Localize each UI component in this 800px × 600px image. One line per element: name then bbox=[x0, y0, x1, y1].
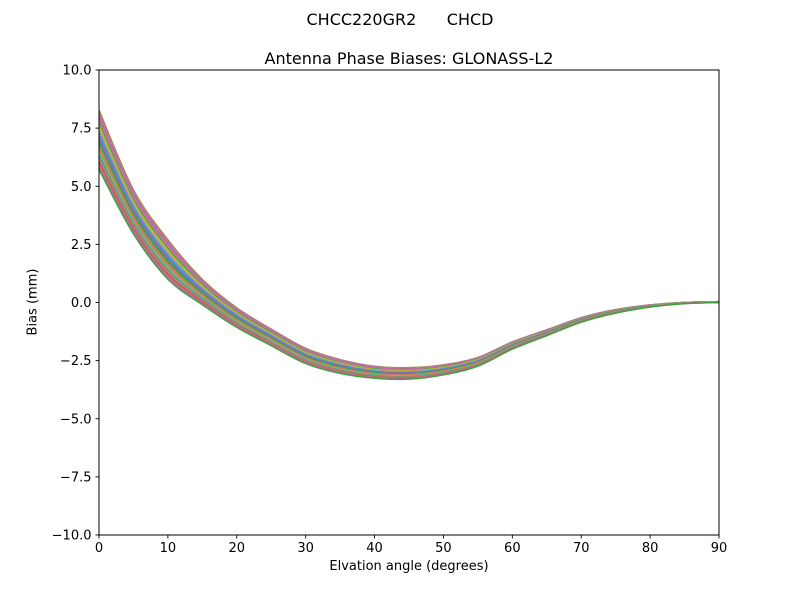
bias-curve bbox=[98, 151, 720, 377]
bias-curve bbox=[98, 169, 720, 381]
bias-curve bbox=[98, 140, 720, 375]
bias-curve bbox=[98, 112, 720, 369]
bias-curve bbox=[98, 122, 720, 371]
bias-curve bbox=[98, 125, 720, 372]
x-tick-label: 40 bbox=[366, 541, 383, 556]
y-tick-label: 5.0 bbox=[71, 180, 92, 195]
bias-curve bbox=[98, 145, 720, 376]
bias-curve bbox=[98, 156, 720, 378]
bias-curve bbox=[98, 153, 720, 378]
bias-curve bbox=[98, 130, 720, 373]
bias-curve bbox=[98, 109, 720, 369]
x-tick-label: 80 bbox=[642, 541, 659, 556]
y-tick-label: −7.5 bbox=[60, 470, 92, 485]
bias-curve bbox=[98, 133, 720, 373]
x-tick-label: 50 bbox=[435, 541, 452, 556]
y-tick-label: 7.5 bbox=[71, 122, 92, 137]
bias-curve bbox=[98, 138, 720, 375]
x-tick-label: 60 bbox=[504, 541, 521, 556]
bias-curve bbox=[98, 143, 720, 376]
axes-frame bbox=[98, 69, 720, 536]
x-tick-label: 20 bbox=[229, 541, 246, 556]
bias-curve bbox=[98, 148, 720, 377]
bias-curve bbox=[98, 127, 720, 372]
bias-curve bbox=[98, 117, 720, 370]
x-tick-label: 70 bbox=[573, 541, 590, 556]
y-tick-label: −2.5 bbox=[60, 354, 92, 369]
y-tick-label: 0.0 bbox=[71, 296, 92, 311]
x-tick-label: 10 bbox=[160, 541, 177, 556]
x-tick-label: 90 bbox=[711, 541, 728, 556]
y-axis-label: Bias (mm) bbox=[25, 268, 41, 336]
x-tick-label: 30 bbox=[297, 541, 314, 556]
y-tick-label: 2.5 bbox=[71, 238, 92, 253]
y-tick-label: −10.0 bbox=[52, 529, 92, 544]
x-axis-label: Elvation angle (degrees) bbox=[329, 559, 489, 574]
bias-curve bbox=[98, 120, 720, 371]
y-tick-label: 10.0 bbox=[63, 64, 92, 79]
figure-suptitle: CHCC220GR2 CHCD bbox=[306, 10, 494, 29]
x-tick-label: 0 bbox=[95, 541, 103, 556]
bias-curve bbox=[98, 114, 720, 370]
y-tick-label: −5.0 bbox=[60, 412, 92, 427]
bias-curve bbox=[98, 135, 720, 374]
axes-title: Antenna Phase Biases: GLONASS-L2 bbox=[264, 49, 554, 68]
